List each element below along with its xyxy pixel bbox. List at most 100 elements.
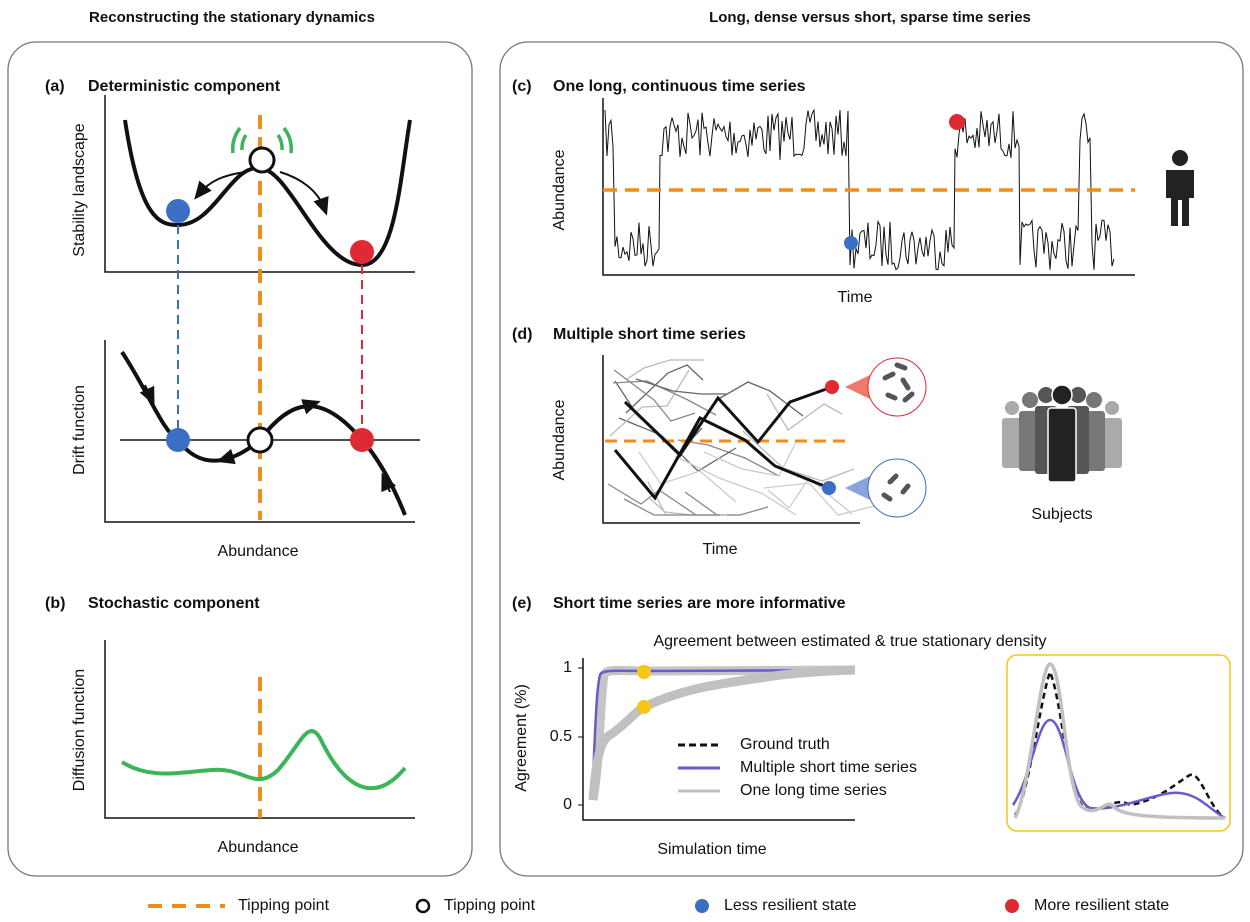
subtitle: Agreement between estimated & true stati… — [653, 633, 1046, 650]
panel-label: (e) — [512, 595, 532, 612]
x-label: Time — [703, 541, 738, 558]
wobble — [231, 126, 293, 154]
grey-series — [638, 451, 737, 503]
short-curve — [590, 668, 856, 801]
long-curve — [588, 665, 856, 801]
time-series — [604, 108, 1115, 271]
axes — [104, 340, 415, 523]
axes — [602, 355, 860, 524]
grey-series — [763, 482, 884, 516]
x-label: Abundance — [218, 839, 299, 856]
axes — [602, 98, 1135, 276]
legend-label: One long time series — [740, 782, 887, 799]
panel-title: One long, continuous time series — [553, 78, 806, 95]
tipping-point — [246, 426, 274, 454]
axes — [582, 658, 855, 821]
short-curve — [1011, 718, 1226, 820]
panel-label: (b) — [45, 595, 65, 612]
y-tick-label: 0.5 — [550, 728, 572, 745]
y-label: Drift function — [71, 385, 88, 475]
panel-title: Deterministic component — [88, 78, 281, 95]
panel-label: (d) — [512, 326, 532, 343]
panel-title: Multiple short time series — [553, 326, 746, 343]
grey-series — [623, 498, 720, 516]
less-resilient — [844, 236, 858, 250]
microbes — [881, 362, 915, 502]
grey-series — [635, 378, 727, 395]
less-resilient — [166, 428, 190, 452]
grey-series — [742, 430, 855, 482]
arrow — [194, 171, 246, 200]
y-label: Abundance — [551, 399, 568, 480]
x-label: Abundance — [218, 543, 299, 560]
legend-label: Tipping point — [238, 897, 330, 914]
arrow — [299, 399, 321, 415]
axes — [104, 95, 415, 273]
series — [623, 385, 833, 458]
grey-series — [766, 393, 843, 431]
marker — [637, 665, 651, 679]
group-icon — [1002, 384, 1122, 483]
y-tick-label: 0 — [563, 796, 572, 813]
more-resilient — [949, 114, 965, 130]
inset — [1006, 654, 1231, 832]
more-resilient — [350, 240, 374, 264]
legend-marker — [1005, 899, 1019, 913]
long-curve — [1013, 662, 1226, 820]
panel-title: Short time series are more informative — [553, 595, 846, 612]
ribbon — [588, 665, 856, 801]
x-label: Simulation time — [657, 841, 766, 858]
legend-label: Tipping point — [444, 897, 536, 914]
tipping-point — [248, 146, 276, 174]
grey-series — [674, 455, 797, 516]
legend-marker — [695, 899, 709, 913]
arrow — [279, 171, 329, 216]
pointer — [845, 476, 870, 500]
legend-label: Multiple short time series — [740, 759, 917, 776]
diffusion-curve — [120, 729, 407, 791]
header-left: Reconstructing the stationary dynamics — [89, 9, 375, 26]
truth-curve — [1013, 668, 1226, 820]
y-label: Diffusion function — [71, 669, 88, 791]
grey-series — [626, 359, 704, 380]
less-resilient — [822, 481, 836, 495]
x-label: Time — [838, 289, 873, 306]
arrow — [216, 448, 236, 465]
grey-series — [609, 369, 690, 437]
person-icon — [1166, 150, 1194, 226]
y-label: Stability landscape — [71, 123, 88, 257]
legend-label: Less resilient state — [724, 897, 857, 914]
arrow — [381, 472, 397, 493]
grey-series — [714, 381, 804, 417]
axes — [104, 640, 415, 819]
y-label: Abundance — [551, 149, 568, 230]
panel-label: (a) — [45, 78, 65, 95]
panel-title: Stochastic component — [88, 595, 260, 612]
y-tick-label: 1 — [563, 659, 572, 676]
legend-label: Ground truth — [740, 736, 830, 753]
right-box — [499, 41, 1244, 877]
legend-label: More resilient state — [1034, 897, 1169, 914]
header-right: Long, dense versus short, sparse time se… — [709, 9, 1031, 26]
grey-series — [684, 491, 769, 516]
icon-label: Subjects — [1031, 506, 1092, 523]
marker — [637, 700, 651, 714]
arrow — [139, 384, 155, 406]
grey-series — [613, 369, 696, 422]
more-resilient — [350, 428, 374, 452]
left-box — [7, 41, 473, 877]
grey-series — [647, 496, 727, 516]
grey-series — [767, 477, 853, 515]
pointer — [845, 375, 870, 399]
panel-label: (c) — [512, 78, 532, 95]
legend-marker — [415, 898, 431, 914]
more-resilient — [825, 380, 839, 394]
grey-series — [607, 483, 697, 516]
y-label: Agreement (%) — [513, 684, 530, 792]
grey-series — [703, 439, 798, 477]
grey-series — [625, 364, 704, 414]
microbe-circle — [867, 357, 927, 417]
series — [613, 416, 830, 501]
less-resilient — [166, 199, 190, 223]
